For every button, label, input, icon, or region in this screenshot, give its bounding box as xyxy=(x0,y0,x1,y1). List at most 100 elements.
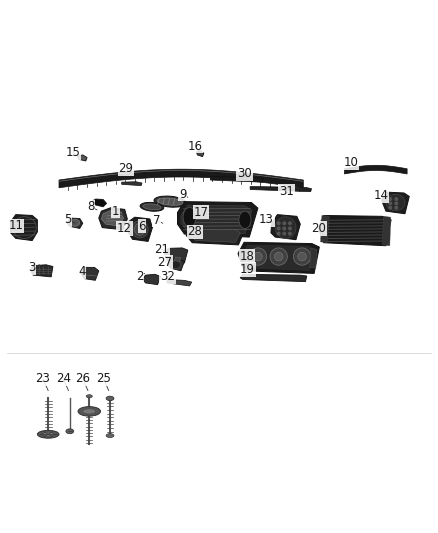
Polygon shape xyxy=(78,155,87,161)
Polygon shape xyxy=(382,216,391,246)
Polygon shape xyxy=(271,215,300,240)
Text: 24: 24 xyxy=(56,373,71,385)
Polygon shape xyxy=(167,259,184,271)
Polygon shape xyxy=(186,228,244,245)
Text: 10: 10 xyxy=(344,156,359,169)
Text: 19: 19 xyxy=(240,263,255,276)
Polygon shape xyxy=(31,265,53,277)
Polygon shape xyxy=(381,192,409,214)
Ellipse shape xyxy=(37,430,59,438)
Text: 3: 3 xyxy=(28,261,35,274)
Text: 7: 7 xyxy=(153,214,160,227)
Polygon shape xyxy=(59,169,304,188)
Circle shape xyxy=(395,198,398,200)
Text: 26: 26 xyxy=(75,373,90,385)
Text: 8: 8 xyxy=(87,200,94,213)
Text: 12: 12 xyxy=(117,222,132,235)
Circle shape xyxy=(254,252,262,261)
Text: 13: 13 xyxy=(259,213,274,226)
Circle shape xyxy=(389,198,392,200)
Ellipse shape xyxy=(106,396,114,401)
Polygon shape xyxy=(122,182,142,185)
Circle shape xyxy=(289,227,291,230)
Text: 30: 30 xyxy=(237,167,252,181)
Ellipse shape xyxy=(78,407,100,416)
Circle shape xyxy=(283,232,286,235)
Text: 15: 15 xyxy=(65,146,80,159)
Circle shape xyxy=(289,222,291,224)
Text: 2: 2 xyxy=(136,270,143,284)
Circle shape xyxy=(395,202,398,205)
Ellipse shape xyxy=(239,211,251,229)
Ellipse shape xyxy=(183,207,196,227)
Text: 20: 20 xyxy=(311,222,326,235)
Ellipse shape xyxy=(157,198,183,205)
Circle shape xyxy=(389,202,392,205)
Polygon shape xyxy=(344,165,407,174)
Text: 9: 9 xyxy=(179,188,187,201)
Circle shape xyxy=(283,227,286,230)
Polygon shape xyxy=(250,187,311,192)
Ellipse shape xyxy=(70,220,80,227)
Polygon shape xyxy=(190,230,240,243)
Polygon shape xyxy=(11,215,37,240)
Ellipse shape xyxy=(171,261,180,269)
Text: 28: 28 xyxy=(187,225,202,238)
Polygon shape xyxy=(142,274,161,285)
Polygon shape xyxy=(177,201,258,237)
Text: 27: 27 xyxy=(157,256,173,269)
Text: 5: 5 xyxy=(64,213,72,227)
Polygon shape xyxy=(321,215,329,243)
Ellipse shape xyxy=(66,429,74,434)
Ellipse shape xyxy=(134,223,145,236)
Polygon shape xyxy=(167,279,192,286)
Ellipse shape xyxy=(140,203,164,211)
Ellipse shape xyxy=(154,196,186,207)
Text: 29: 29 xyxy=(119,162,134,175)
Ellipse shape xyxy=(132,221,148,238)
Circle shape xyxy=(389,206,392,209)
Circle shape xyxy=(277,222,280,224)
Text: 32: 32 xyxy=(160,270,175,284)
Text: 4: 4 xyxy=(78,265,86,278)
Text: 18: 18 xyxy=(239,249,254,263)
Polygon shape xyxy=(210,176,263,182)
Polygon shape xyxy=(310,248,317,268)
Ellipse shape xyxy=(275,217,296,238)
Polygon shape xyxy=(318,215,391,246)
Polygon shape xyxy=(99,208,127,230)
Ellipse shape xyxy=(83,409,96,414)
Circle shape xyxy=(277,227,280,230)
Text: 23: 23 xyxy=(35,373,50,385)
Polygon shape xyxy=(127,217,152,241)
Ellipse shape xyxy=(86,395,92,398)
Polygon shape xyxy=(101,211,124,227)
Text: 31: 31 xyxy=(279,185,294,198)
Polygon shape xyxy=(174,257,181,262)
Circle shape xyxy=(270,248,287,265)
Polygon shape xyxy=(164,248,188,263)
Text: 6: 6 xyxy=(138,220,146,233)
Polygon shape xyxy=(92,199,106,207)
Circle shape xyxy=(277,232,280,235)
Circle shape xyxy=(293,248,311,265)
Ellipse shape xyxy=(386,195,405,211)
Circle shape xyxy=(298,252,306,261)
Text: 25: 25 xyxy=(96,373,111,385)
Text: 21: 21 xyxy=(154,243,169,256)
Polygon shape xyxy=(242,245,314,270)
Ellipse shape xyxy=(106,434,114,438)
Circle shape xyxy=(283,222,286,224)
Polygon shape xyxy=(197,151,204,157)
Polygon shape xyxy=(240,274,307,281)
Polygon shape xyxy=(81,268,99,280)
Polygon shape xyxy=(67,218,83,229)
Polygon shape xyxy=(181,205,252,233)
Text: 16: 16 xyxy=(187,140,202,153)
Text: 17: 17 xyxy=(194,206,209,219)
Ellipse shape xyxy=(43,432,53,436)
Text: 11: 11 xyxy=(8,220,23,232)
Text: 14: 14 xyxy=(373,189,388,202)
Circle shape xyxy=(274,252,283,261)
Ellipse shape xyxy=(143,204,161,209)
